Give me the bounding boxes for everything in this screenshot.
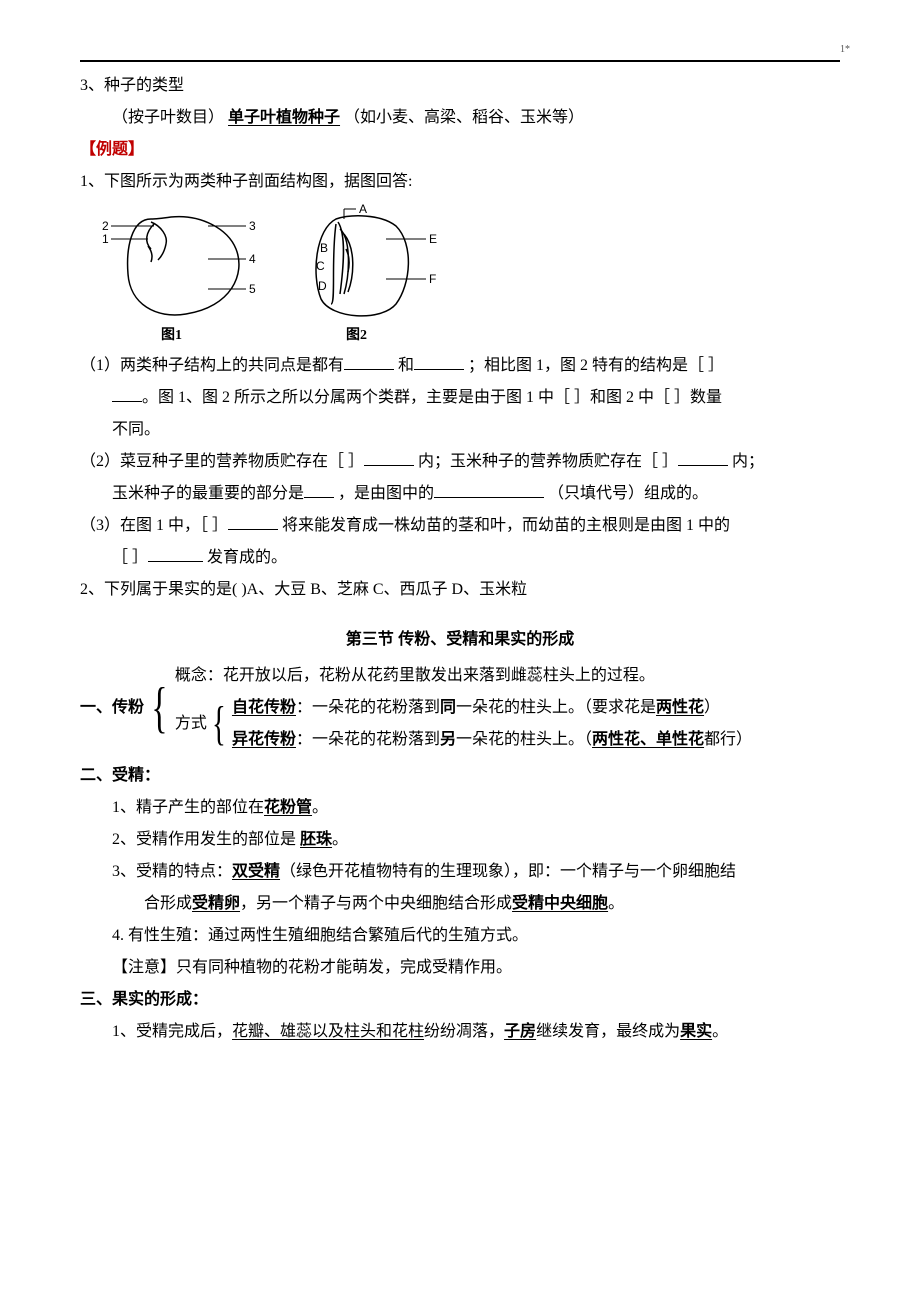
fert-2: 2、受精作用发生的部位是 胚珠。 [80,824,840,856]
fert-3-h: 。 [608,895,624,912]
cross-pollination: 异花传粉：一朵花的花粉落到另一朵花的柱头上。（两性花、单性花都行） [232,724,752,756]
fruit-1: 1、受精完成后，花瓣、雄蕊以及柱头和花柱纷纷凋落，子房继续发育，最终成为果实。 [80,1016,840,1048]
q1-2-f: （只填代号）组成的。 [548,485,708,502]
q1-3-c: ［ ］ [112,549,148,566]
seed-sub-pre: （按子叶数目） [112,109,224,126]
cross-poll-c: 一朵花的柱头上。（ [456,731,592,748]
fert-2-a: 2、受精作用发生的部位是 [112,831,296,848]
fig1-label-5: 5 [249,282,256,296]
fert-3-a: 3、受精的特点： [112,863,232,880]
fig2-label-F: F [429,272,436,286]
fert-4: 4. 有性生殖：通过两性生殖细胞结合繁殖后代的生殖方式。 [80,920,840,952]
q1-intro: 1、下图所示为两类种子剖面结构图，据图回答: [80,166,840,198]
q1-1: （1）两类种子结构上的共同点是都有 和 ；相比图 1，图 2 特有的结构是［ ］ [80,350,840,382]
fig1-label-4: 4 [249,252,256,266]
fruit-1-c: 纷纷凋落， [424,1023,504,1040]
fruit-1-d: 子房 [504,1023,536,1040]
self-poll-d: 两性花 [656,699,704,716]
q1-1-cont: 。图 1、图 2 所示之所以分属两个类群，主要是由于图 1 中［ ］和图 2 中… [80,382,840,414]
q1-1-d: 。图 1、图 2 所示之所以分属两个类群，主要是由于图 1 中［ ］和图 2 中… [142,389,722,406]
q1-2-e: ，是由图中的 [338,485,434,502]
fruit-title: 三、果实的形成： [80,984,840,1016]
cross-poll-d: 两性花、单性花 [592,731,704,748]
fruit-1-a: 1、受精完成后， [112,1023,232,1040]
fert-1-b: 花粉管 [264,799,312,816]
pollination-block: 一、传粉 { 概念：花开放以后，花粉从花药里散发出来落到雌蕊柱头上的过程。 方式… [80,660,840,756]
fert-3-f: ，另一个精子与两个中央细胞结合形成 [240,895,512,912]
mode-label: 方式 [175,692,207,756]
fig2-caption: 图2 [346,327,367,343]
fruit-1-g: 。 [712,1023,728,1040]
self-poll-e: ） [704,699,720,716]
cross-poll-e: 都行） [704,731,752,748]
fert-3-c: （绿色开花植物特有的生理现象），即：一个精子与一个卵细胞结 [280,863,736,880]
fruit-1-e: 继续发育，最终成为 [536,1023,680,1040]
fert-2-c: 。 [332,831,348,848]
cross-poll-label: 异花传粉 [232,731,296,748]
self-pollination: 自花传粉：一朵花的花粉落到同一朵花的柱头上。（要求花是两性花） [232,692,752,724]
fig2-label-B: B [320,241,328,255]
fig2-label-C: C [316,259,325,273]
fert-note: 【注意】只有同种植物的花粉才能萌发，完成受精作用。 [80,952,840,984]
header-rule: 1* [80,60,840,62]
fig2-label-A: A [359,204,367,216]
fert-1-c: 。 [312,799,328,816]
page-number: 1* [840,40,850,60]
brace-icon: { [150,660,169,756]
q1-1-b: 和 [398,357,414,374]
q1-2-b: 内；玉米种子的营养物质贮存在［ ］ [418,453,678,470]
cross-poll-b: 另 [440,731,456,748]
fig1-caption: 图1 [161,327,182,343]
q1-1-c: ；相比图 1，图 2 特有的结构是［ ］ [468,357,724,374]
q1-2-cont: 玉米种子的最重要的部分是 ，是由图中的 （只填代号）组成的。 [80,478,840,510]
page-container: 1* 3、种子的类型 （按子叶数目） 单子叶植物种子 （如小麦、高梁、稻谷、玉米… [0,0,920,1302]
q1-3: （3）在图 1 中，［ ］ 将来能发育成一株幼苗的茎和叶，而幼苗的主根则是由图 … [80,510,840,542]
fert-3-g: 受精中央细胞 [512,895,608,912]
q2: 2、下列属于果实的是( )A、大豆 B、芝麻 C、西瓜子 D、玉米粒 [80,574,840,606]
self-poll-a: ：一朵花的花粉落到 [296,699,440,716]
q1-3-b: 将来能发育成一株幼苗的茎和叶，而幼苗的主根则是由图 1 中的 [282,517,730,534]
pollination-concept: 概念：花开放以后，花粉从花药里散发出来落到雌蕊柱头上的过程。 [175,660,752,692]
example-title: 【例题】 [80,134,840,166]
q1-3-d: 发育成的。 [207,549,287,566]
seed-type-sub: （按子叶数目） 单子叶植物种子 （如小麦、高梁、稻谷、玉米等） [80,102,840,134]
fert-3-d: 合形成 [144,895,192,912]
fert-2-b: 胚珠 [300,831,332,848]
q1-1-a: （1）两类种子结构上的共同点是都有 [80,357,344,374]
cross-poll-a: ：一朵花的花粉落到 [296,731,440,748]
fert-1: 1、精子产生的部位在花粉管。 [80,792,840,824]
self-poll-label: 自花传粉 [232,699,296,716]
fig2-label-E: E [429,232,437,246]
seed-sub-mid: 单子叶植物种子 [228,109,340,126]
fert-3-cont: 合形成受精卵，另一个精子与两个中央细胞结合形成受精中央细胞。 [80,888,840,920]
q1-2-a: （2）菜豆种子里的营养物质贮存在［ ］ [80,453,364,470]
fruit-1-f: 果实 [680,1023,712,1040]
q1-2-d: 玉米种子的最重要的部分是 [112,485,304,502]
fruit-1-b: 花瓣、雄蕊以及柱头和花柱 [232,1023,424,1040]
self-poll-b: 同 [440,699,456,716]
fig1-label-2: 2 [102,219,109,233]
fert-3: 3、受精的特点：双受精（绿色开花植物特有的生理现象），即：一个精子与一个卵细胞结 [80,856,840,888]
q1-3-cont: ［ ］ 发育成的。 [80,542,840,574]
fert-3-e: 受精卵 [192,895,240,912]
fig1-label-3: 3 [249,219,256,233]
q1-2-c: 内； [732,453,764,470]
fert-3-b: 双受精 [232,863,280,880]
seed-sub-post: （如小麦、高梁、稻谷、玉米等） [344,109,584,126]
self-poll-c: 一朵花的柱头上。（要求花是 [456,699,656,716]
section3-title: 第三节 传粉、受精和果实的形成 [80,624,840,656]
fert-1-a: 1、精子产生的部位在 [112,799,264,816]
pollination-label: 一、传粉 [80,660,144,756]
seed-figure: 1 2 3 4 5 图1 A [96,204,840,344]
seed-type-heading: 3、种子的类型 [80,70,840,102]
fig1-label-1: 1 [102,232,109,246]
brace-icon-small: { [212,692,227,756]
q1-1-e: 不同。 [80,414,840,446]
q1-2: （2）菜豆种子里的营养物质贮存在［ ］ 内；玉米种子的营养物质贮存在［ ］ 内； [80,446,840,478]
fertilization-title: 二、受精： [80,760,840,792]
fig2-label-D: D [318,279,327,293]
q1-3-a: （3）在图 1 中，［ ］ [80,517,228,534]
